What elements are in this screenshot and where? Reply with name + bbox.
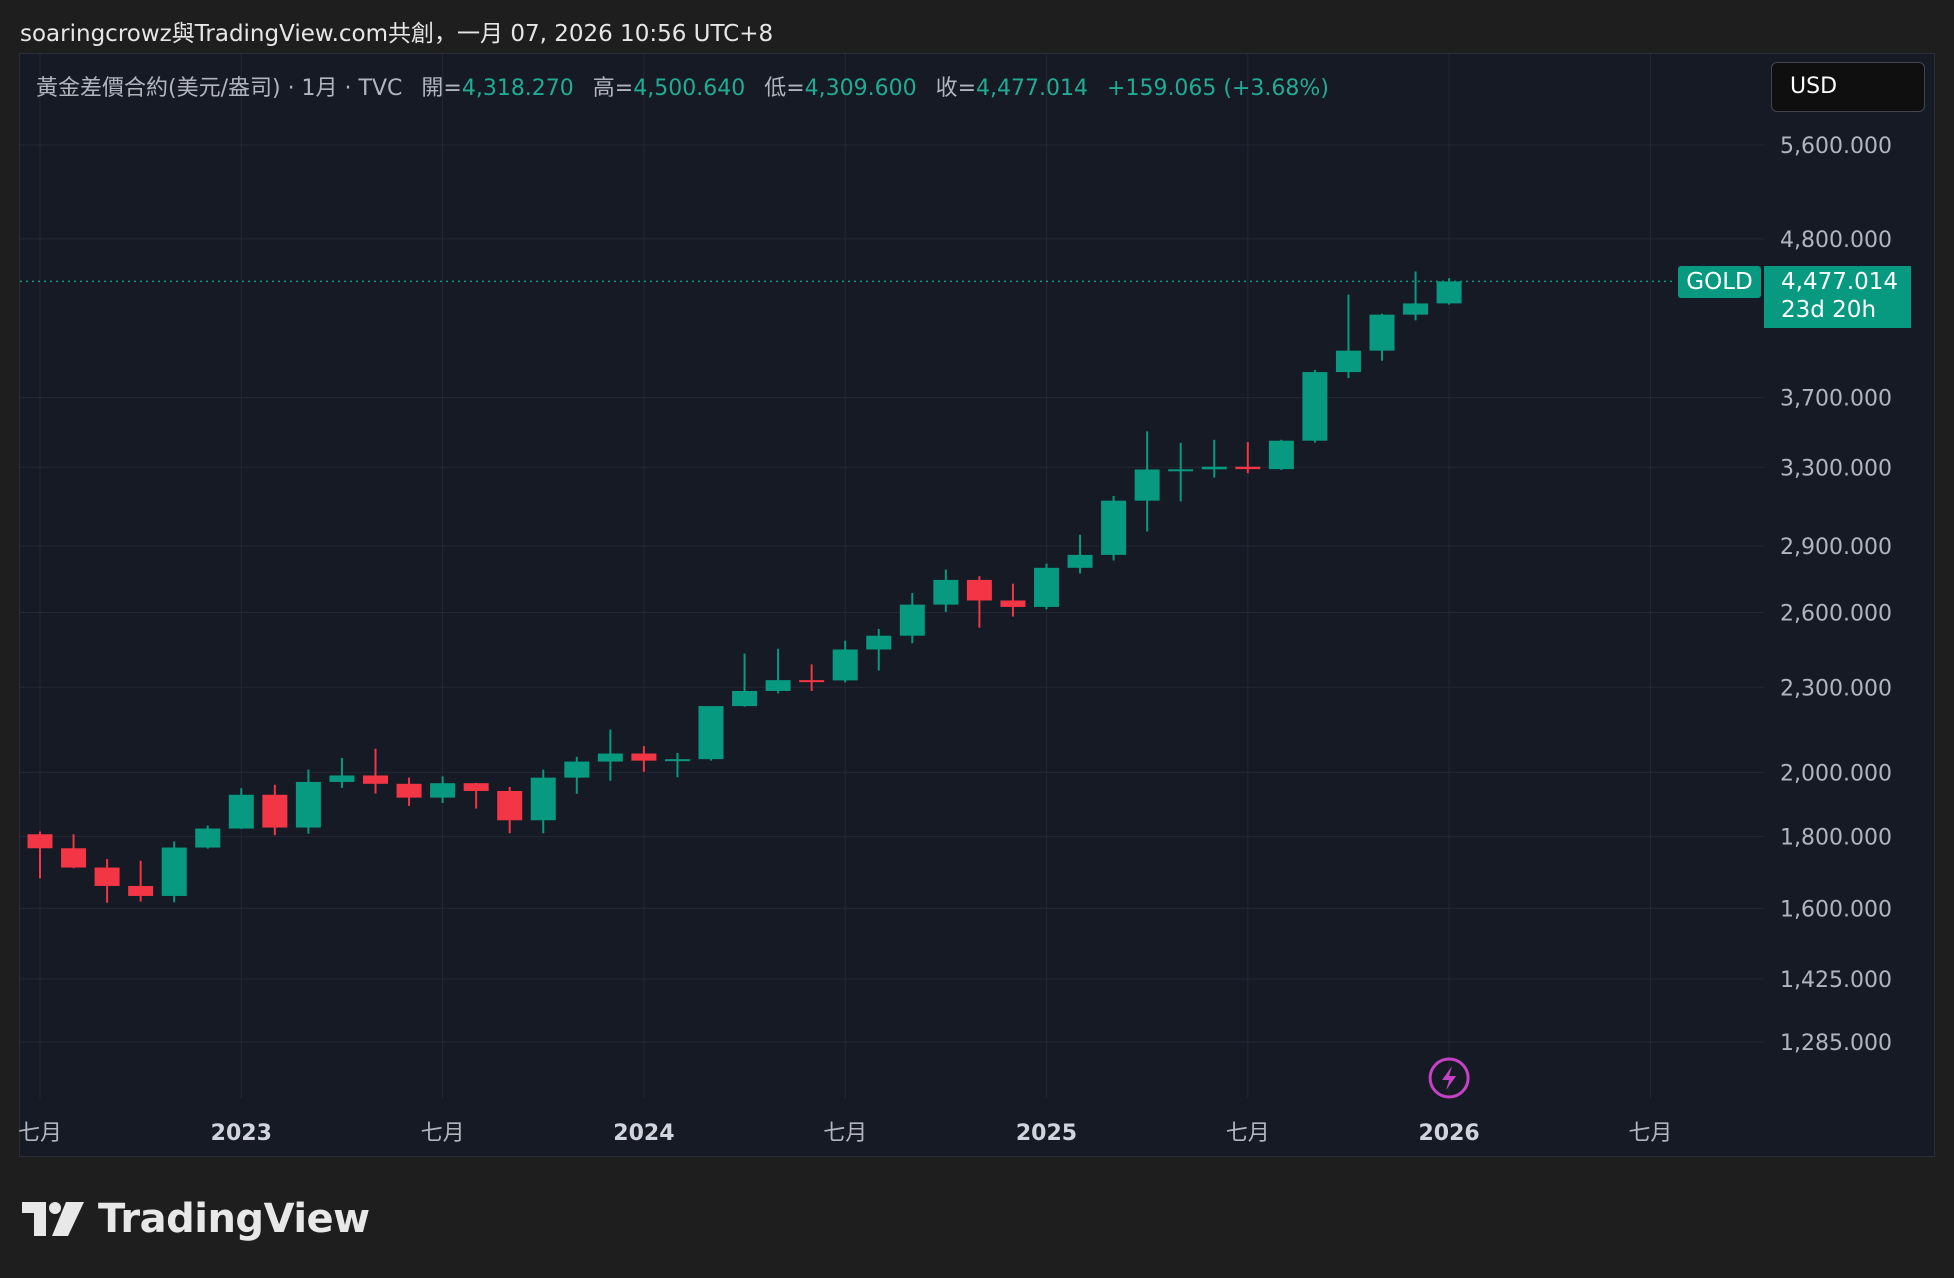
instrument-label: 黃金差價合約(美元/盎司) · 1月 · TVC bbox=[36, 76, 403, 101]
candle-body[interactable] bbox=[295, 781, 321, 828]
candle-body[interactable] bbox=[732, 690, 758, 707]
candle-body[interactable] bbox=[463, 783, 489, 791]
price-axis-label: 3,700.000 bbox=[1780, 387, 1892, 412]
candle-body[interactable] bbox=[1302, 372, 1328, 441]
candle-body[interactable] bbox=[1436, 281, 1462, 304]
ohlc-legend: 黃金差價合約(美元/盎司) · 1月 · TVC 開=4,318.270 高=4… bbox=[36, 70, 1329, 102]
open-label: 開= bbox=[421, 76, 462, 101]
lightning-icon[interactable] bbox=[1428, 1057, 1470, 1099]
price-axis-label: 4,800.000 bbox=[1780, 228, 1892, 253]
candle-body[interactable] bbox=[1000, 600, 1026, 607]
time-axis-label: 七月 bbox=[18, 1121, 62, 1146]
price-axis-label: 1,800.000 bbox=[1780, 826, 1892, 851]
candle-body[interactable] bbox=[1101, 500, 1127, 555]
candle-body[interactable] bbox=[1168, 469, 1194, 472]
candle-body[interactable] bbox=[329, 775, 355, 782]
currency-button[interactable]: USD bbox=[1771, 62, 1925, 112]
candle-body[interactable] bbox=[866, 635, 892, 650]
price-axis-label: 1,600.000 bbox=[1780, 897, 1892, 922]
last-price-value: 4,477.014 bbox=[1781, 269, 1899, 295]
candle-body[interactable] bbox=[1034, 567, 1059, 607]
price-axis-label: 2,600.000 bbox=[1780, 602, 1892, 627]
candle-body[interactable] bbox=[1067, 554, 1093, 568]
time-axis-label: 2026 bbox=[1418, 1121, 1479, 1146]
time-axis-label: 七月 bbox=[1226, 1121, 1270, 1146]
candle-body[interactable] bbox=[396, 783, 422, 798]
chart-panel[interactable] bbox=[19, 53, 1935, 1157]
candle-body[interactable] bbox=[966, 579, 992, 601]
time-axis-label: 2025 bbox=[1016, 1121, 1077, 1146]
candle-body[interactable] bbox=[631, 753, 657, 761]
time-axis-label: 七月 bbox=[1628, 1121, 1672, 1146]
candle-body[interactable] bbox=[799, 680, 825, 683]
price-axis-label: 2,000.000 bbox=[1780, 761, 1892, 786]
price-axis-label: 3,300.000 bbox=[1780, 456, 1892, 481]
high-value: 4,500.640 bbox=[633, 76, 746, 101]
candle-body[interactable] bbox=[530, 777, 556, 821]
low-value: 4,309.600 bbox=[804, 76, 917, 101]
candle-body[interactable] bbox=[597, 753, 623, 762]
time-axis-label: 2023 bbox=[211, 1121, 272, 1146]
candle-body[interactable] bbox=[564, 761, 590, 778]
price-axis-label: 2,300.000 bbox=[1780, 676, 1892, 701]
price-axis-label: 5,600.000 bbox=[1780, 134, 1892, 159]
high-label: 高= bbox=[592, 76, 634, 101]
candle-body[interactable] bbox=[228, 794, 254, 829]
candle-body[interactable] bbox=[1335, 350, 1361, 373]
candle-body[interactable] bbox=[94, 867, 120, 886]
candle-body[interactable] bbox=[899, 604, 925, 636]
close-value: 4,477.014 bbox=[976, 76, 1089, 101]
candle-body[interactable] bbox=[832, 649, 858, 681]
time-axis-label: 七月 bbox=[823, 1121, 867, 1146]
candle-body[interactable] bbox=[664, 759, 690, 762]
candle-body[interactable] bbox=[363, 775, 388, 784]
candle-body[interactable] bbox=[1134, 469, 1160, 501]
candle-body[interactable] bbox=[1235, 466, 1261, 470]
candle-body[interactable] bbox=[1369, 314, 1395, 351]
candle-body[interactable] bbox=[698, 706, 724, 760]
snapshot-caption: soaringcrowz與TradingView.com共創，一月 07, 20… bbox=[20, 21, 774, 47]
candle-body[interactable] bbox=[262, 794, 288, 828]
time-axis-label: 2024 bbox=[613, 1121, 674, 1146]
price-axis-label: 2,900.000 bbox=[1780, 535, 1892, 560]
close-label: 收= bbox=[935, 76, 977, 101]
candle-body[interactable] bbox=[1403, 303, 1429, 315]
change-value: +159.065 (+3.68%) bbox=[1107, 76, 1329, 101]
brand-wordmark: TradingView bbox=[98, 1196, 370, 1242]
candle-body[interactable] bbox=[161, 847, 187, 896]
candle-body[interactable] bbox=[497, 790, 523, 821]
candle-body[interactable] bbox=[1268, 440, 1294, 470]
last-price-tag: 4,477.014 23d 20h bbox=[1764, 266, 1911, 328]
symbol-tag: GOLD bbox=[1678, 266, 1761, 298]
candle-body[interactable] bbox=[765, 680, 791, 691]
tradingview-logo-icon bbox=[22, 1202, 84, 1236]
time-axis-label: 七月 bbox=[421, 1121, 465, 1146]
candle-body[interactable] bbox=[933, 579, 959, 605]
price-axis-label: 1,425.000 bbox=[1780, 968, 1892, 993]
bar-countdown: 23d 20h bbox=[1781, 297, 1877, 323]
price-axis-label: 1,285.000 bbox=[1780, 1031, 1892, 1056]
tradingview-logo[interactable]: TradingView bbox=[22, 1196, 370, 1242]
candle-body[interactable] bbox=[195, 828, 221, 848]
open-value: 4,318.270 bbox=[461, 76, 574, 101]
candle-body[interactable] bbox=[430, 783, 456, 798]
candle-body[interactable] bbox=[128, 885, 154, 896]
low-label: 低= bbox=[764, 76, 805, 101]
candle-body[interactable] bbox=[1201, 466, 1227, 470]
lightning-bolt-icon bbox=[1442, 1066, 1457, 1090]
candle-body[interactable] bbox=[27, 834, 53, 849]
candle-body[interactable] bbox=[61, 848, 87, 868]
